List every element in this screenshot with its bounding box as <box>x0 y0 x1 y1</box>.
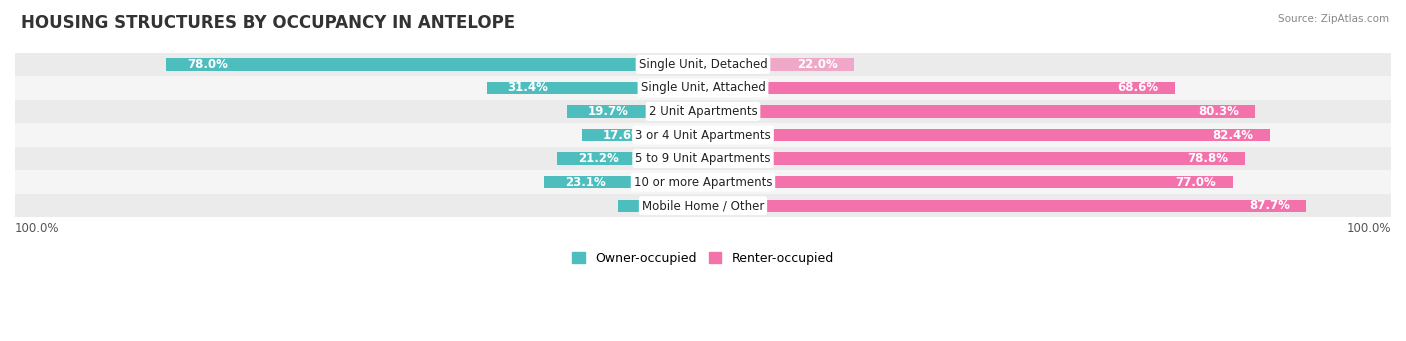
Text: 5 to 9 Unit Apartments: 5 to 9 Unit Apartments <box>636 152 770 165</box>
Text: Source: ZipAtlas.com: Source: ZipAtlas.com <box>1278 14 1389 24</box>
Bar <box>166 58 703 71</box>
Text: 3 or 4 Unit Apartments: 3 or 4 Unit Apartments <box>636 129 770 142</box>
Bar <box>703 129 1270 141</box>
Bar <box>15 76 1391 100</box>
Bar <box>703 82 1175 94</box>
Text: 82.4%: 82.4% <box>1212 129 1253 142</box>
Bar <box>703 105 1256 118</box>
Text: 10 or more Apartments: 10 or more Apartments <box>634 176 772 189</box>
Text: 77.0%: 77.0% <box>1175 176 1216 189</box>
Bar <box>703 176 1233 188</box>
Bar <box>15 147 1391 170</box>
Text: 22.0%: 22.0% <box>797 58 838 71</box>
Text: 23.1%: 23.1% <box>565 176 606 189</box>
Text: 21.2%: 21.2% <box>578 152 619 165</box>
Bar <box>544 176 703 188</box>
Bar <box>703 58 855 71</box>
Text: 19.7%: 19.7% <box>588 105 628 118</box>
Bar <box>703 199 1306 212</box>
Text: 78.8%: 78.8% <box>1188 152 1229 165</box>
Bar <box>15 194 1391 218</box>
Bar <box>15 170 1391 194</box>
Bar <box>15 100 1391 123</box>
Bar <box>619 199 703 212</box>
Text: 78.0%: 78.0% <box>187 58 228 71</box>
Legend: Owner-occupied, Renter-occupied: Owner-occupied, Renter-occupied <box>568 247 838 270</box>
Text: 87.7%: 87.7% <box>1249 199 1289 212</box>
Bar <box>582 129 703 141</box>
Text: 100.0%: 100.0% <box>15 222 59 235</box>
Bar <box>703 152 1246 165</box>
Text: Single Unit, Attached: Single Unit, Attached <box>641 81 765 94</box>
Text: 2 Unit Apartments: 2 Unit Apartments <box>648 105 758 118</box>
Text: 80.3%: 80.3% <box>1198 105 1239 118</box>
Text: 100.0%: 100.0% <box>1347 222 1391 235</box>
Bar <box>557 152 703 165</box>
Bar <box>15 123 1391 147</box>
Bar <box>486 82 703 94</box>
Text: Mobile Home / Other: Mobile Home / Other <box>641 199 765 212</box>
Bar <box>568 105 703 118</box>
Text: 17.6%: 17.6% <box>603 129 644 142</box>
Text: 68.6%: 68.6% <box>1118 81 1159 94</box>
Text: 12.3%: 12.3% <box>638 199 679 212</box>
Text: HOUSING STRUCTURES BY OCCUPANCY IN ANTELOPE: HOUSING STRUCTURES BY OCCUPANCY IN ANTEL… <box>21 14 515 32</box>
Bar <box>15 53 1391 76</box>
Text: Single Unit, Detached: Single Unit, Detached <box>638 58 768 71</box>
Text: 31.4%: 31.4% <box>508 81 548 94</box>
